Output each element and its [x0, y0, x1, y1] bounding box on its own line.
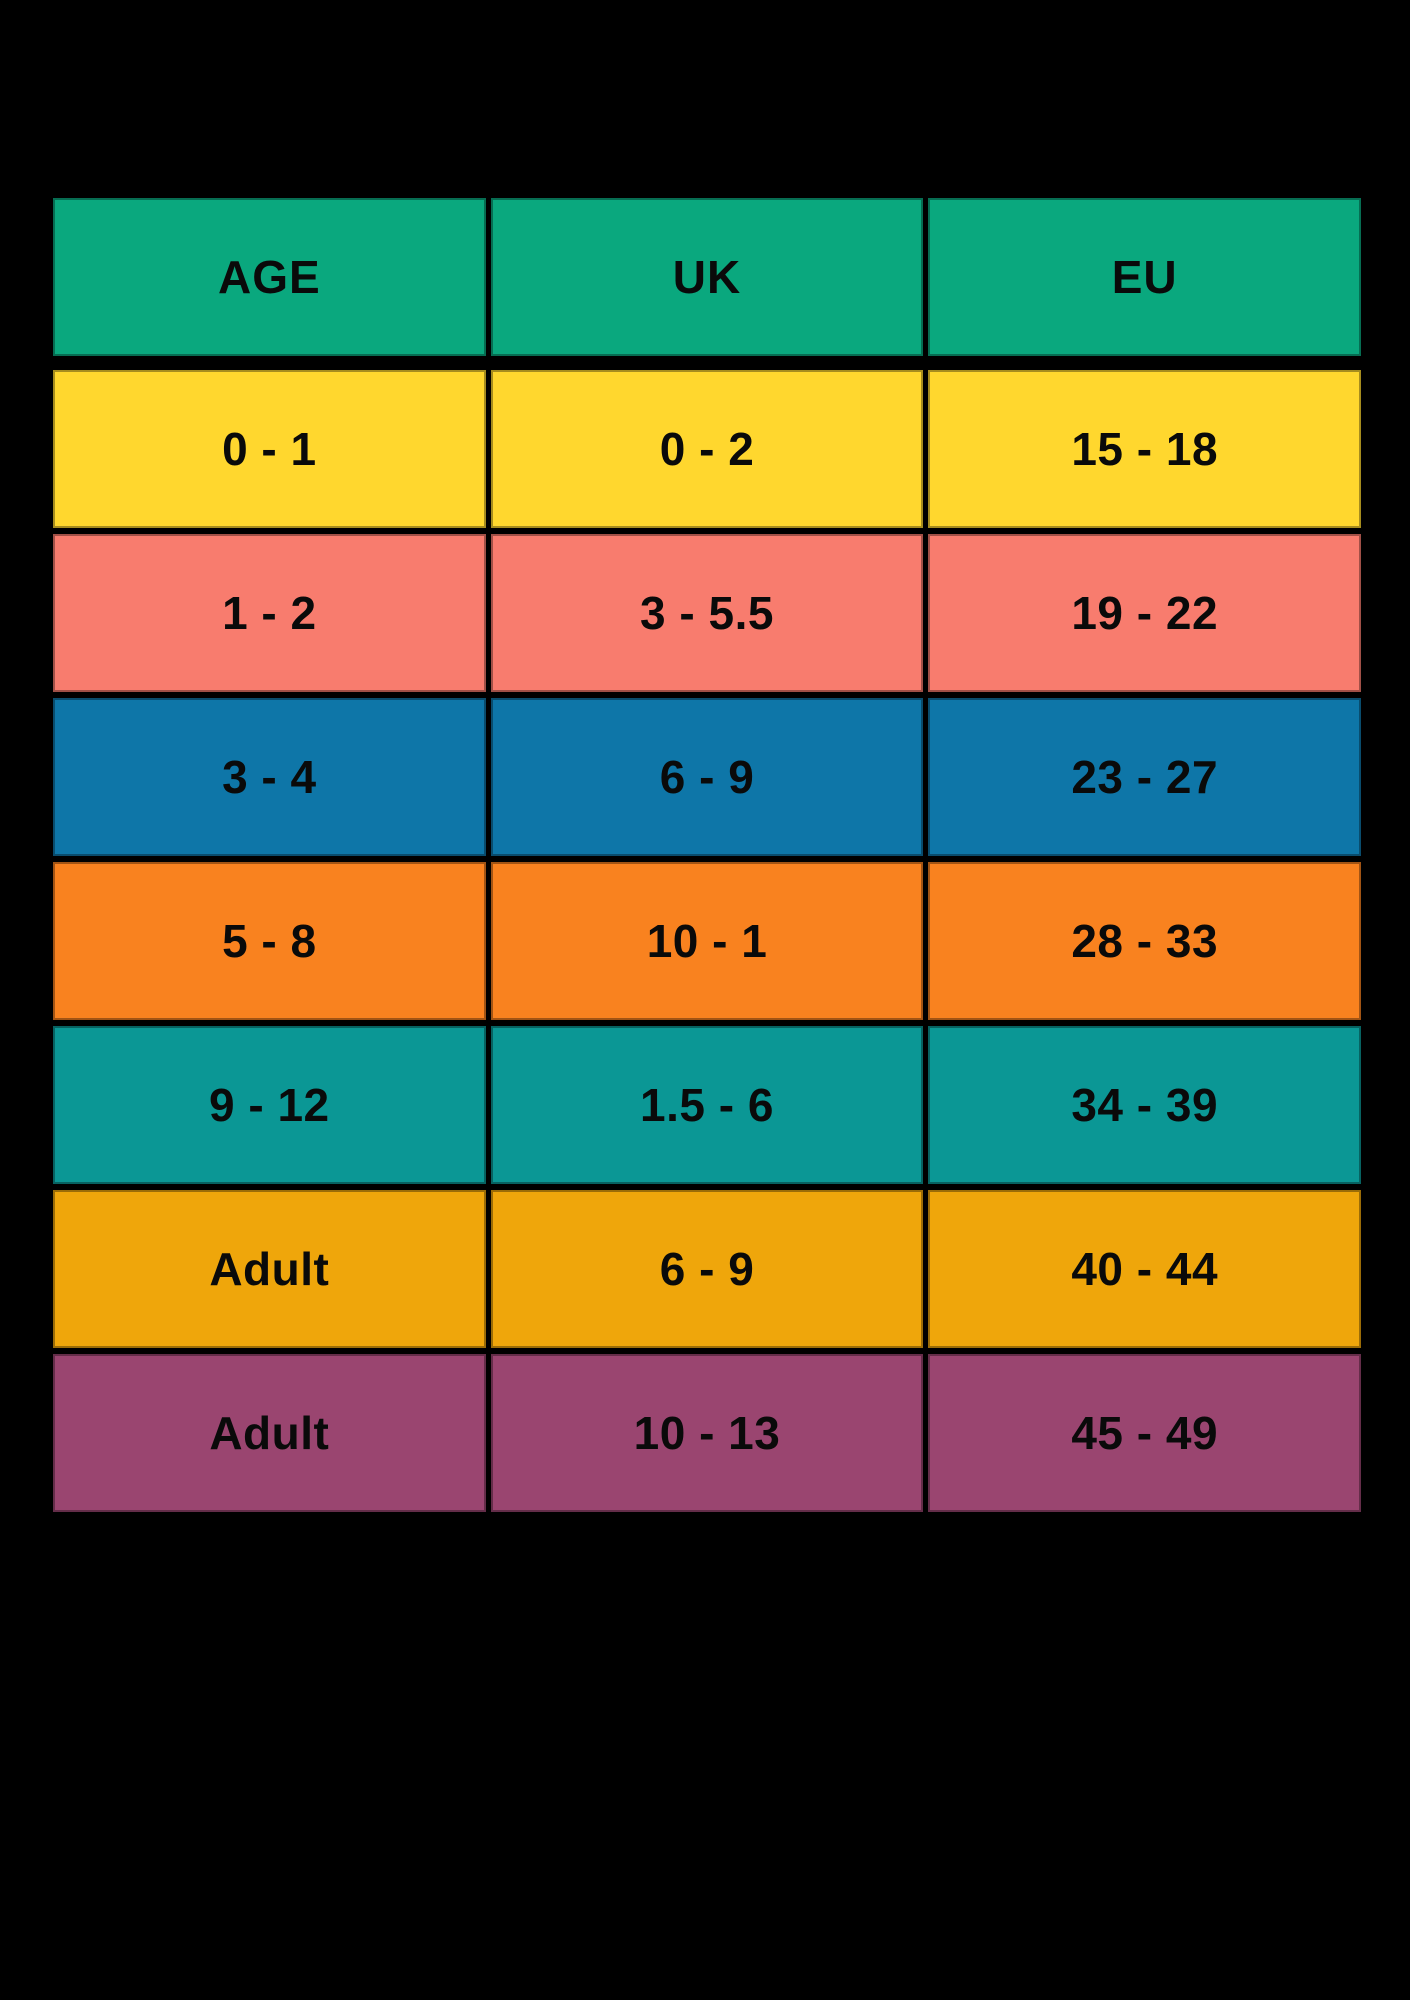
- table-cell: 34 - 39: [928, 1026, 1362, 1184]
- table-cell: 23 - 27: [928, 698, 1362, 856]
- table-row: 0 - 1 0 - 2 15 - 18: [53, 370, 1362, 528]
- table-cell: 45 - 49: [928, 1354, 1362, 1512]
- table-row: Adult 6 - 9 40 - 44: [53, 1190, 1362, 1348]
- table-row: 3 - 4 6 - 9 23 - 27: [53, 698, 1362, 856]
- header-cell-age: AGE: [53, 198, 486, 356]
- table-row: 1 - 2 3 - 5.5 19 - 22: [53, 534, 1362, 692]
- table-cell: 10 - 1: [490, 862, 924, 1020]
- table-row: Adult 10 - 13 45 - 49: [53, 1354, 1362, 1512]
- table-cell: Adult: [53, 1190, 486, 1348]
- table-cell: 9 - 12: [53, 1026, 486, 1184]
- table-cell: 3 - 5.5: [490, 534, 924, 692]
- table-cell: 1 - 2: [53, 534, 486, 692]
- header-cell-uk: UK: [490, 198, 924, 356]
- table-cell: 10 - 13: [490, 1354, 924, 1512]
- table-cell: 1.5 - 6: [490, 1026, 924, 1184]
- table-cell: 3 - 4: [53, 698, 486, 856]
- table-cell: 19 - 22: [928, 534, 1362, 692]
- table-header-row: AGE UK EU: [53, 198, 1362, 356]
- table-cell: 28 - 33: [928, 862, 1362, 1020]
- table-cell: 5 - 8: [53, 862, 486, 1020]
- table-row: 5 - 8 10 - 1 28 - 33: [53, 862, 1362, 1020]
- table-cell: 15 - 18: [928, 370, 1362, 528]
- table-cell: 6 - 9: [490, 698, 924, 856]
- table-cell: 0 - 1: [53, 370, 486, 528]
- size-chart-table: AGE UK EU 0 - 1 0 - 2 15 - 18 1 - 2 3 - …: [53, 198, 1362, 1512]
- header-cell-eu: EU: [928, 198, 1362, 356]
- table-row: 9 - 12 1.5 - 6 34 - 39: [53, 1026, 1362, 1184]
- table-cell: 40 - 44: [928, 1190, 1362, 1348]
- table-cell: Adult: [53, 1354, 486, 1512]
- table-cell: 6 - 9: [490, 1190, 924, 1348]
- table-cell: 0 - 2: [490, 370, 924, 528]
